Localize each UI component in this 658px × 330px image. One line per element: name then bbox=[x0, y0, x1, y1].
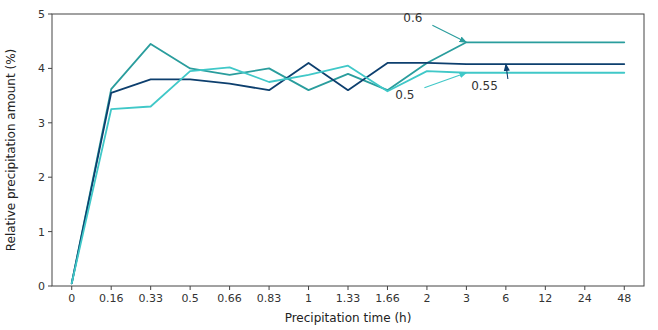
x-tick bbox=[348, 286, 349, 290]
plot-frame bbox=[52, 14, 644, 286]
annotation-arrow bbox=[424, 73, 466, 88]
y-tick-label: 4 bbox=[38, 62, 45, 75]
x-tick-label: 48 bbox=[617, 292, 631, 305]
y-tick bbox=[48, 122, 52, 123]
x-tick-label: 0.16 bbox=[99, 292, 124, 305]
x-tick-label: 0 bbox=[68, 292, 75, 305]
x-tick-label: 0.33 bbox=[138, 292, 163, 305]
series-annotation: 0.5 bbox=[395, 88, 414, 102]
x-tick bbox=[387, 286, 388, 290]
x-tick bbox=[150, 286, 151, 290]
x-tick bbox=[584, 286, 585, 290]
y-tick-label: 2 bbox=[38, 171, 45, 184]
series-line bbox=[72, 63, 625, 283]
x-tick-label: 0.66 bbox=[217, 292, 242, 305]
x-tick bbox=[426, 286, 427, 290]
y-tick-label: 0 bbox=[38, 280, 45, 293]
x-tick bbox=[466, 286, 467, 290]
x-tick bbox=[190, 286, 191, 290]
y-tick-label: 5 bbox=[38, 8, 45, 21]
x-tick bbox=[624, 286, 625, 290]
y-tick-label: 1 bbox=[38, 226, 45, 239]
series-line bbox=[72, 42, 625, 283]
series-annotation: 0.55 bbox=[471, 79, 498, 93]
chart: 01234500.160.330.50.660.8311.331.6623612… bbox=[0, 0, 658, 330]
y-tick-label: 3 bbox=[38, 117, 45, 130]
x-tick bbox=[229, 286, 230, 290]
x-tick-label: 0.83 bbox=[257, 292, 282, 305]
x-tick bbox=[269, 286, 270, 290]
x-tick bbox=[71, 286, 72, 290]
annotation-arrow bbox=[432, 25, 466, 42]
annotation-arrow bbox=[506, 64, 508, 79]
x-tick-label: 1.66 bbox=[375, 292, 400, 305]
x-tick-label: 6 bbox=[502, 292, 509, 305]
y-tick bbox=[48, 14, 52, 15]
x-tick-label: 1.33 bbox=[336, 292, 361, 305]
annotations: 0.6 0.55 0.5 bbox=[395, 11, 508, 101]
x-tick-label: 0.5 bbox=[181, 292, 199, 305]
y-tick bbox=[48, 177, 52, 178]
x-tick bbox=[111, 286, 112, 290]
x-tick-label: 1 bbox=[305, 292, 312, 305]
y-axis: 0 1 2 3 4 5 bbox=[38, 8, 52, 293]
x-axis: 0 0.16 0.33 0.5 0.66 0.83 1 1.33 1.66 2 3 6 12 24 48 bbox=[68, 286, 631, 305]
x-tick-label: 24 bbox=[578, 292, 592, 305]
x-tick bbox=[545, 286, 546, 290]
y-tick bbox=[48, 286, 52, 287]
y-axis-label: Relative precipitation amount (%) bbox=[4, 49, 18, 252]
x-tick-label: 2 bbox=[423, 292, 430, 305]
x-tick bbox=[505, 286, 506, 290]
x-axis-label: Precipitation time (h) bbox=[285, 311, 412, 325]
y-tick bbox=[48, 231, 52, 232]
y-tick bbox=[48, 68, 52, 69]
x-tick bbox=[308, 286, 309, 290]
x-tick-label: 12 bbox=[538, 292, 552, 305]
series-line bbox=[72, 66, 625, 284]
x-tick-label: 3 bbox=[463, 292, 470, 305]
lines bbox=[72, 42, 625, 283]
series-annotation: 0.6 bbox=[403, 11, 422, 25]
